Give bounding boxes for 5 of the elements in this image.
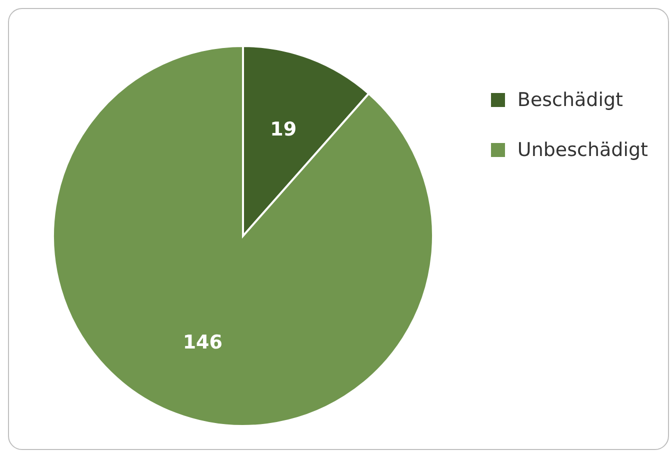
legend-label: Beschädigt [517,89,624,111]
legend-label: Unbeschädigt [517,139,648,161]
data-label: 19 [270,118,297,140]
data-label: 146 [182,332,222,354]
pie-slice [52,45,434,427]
